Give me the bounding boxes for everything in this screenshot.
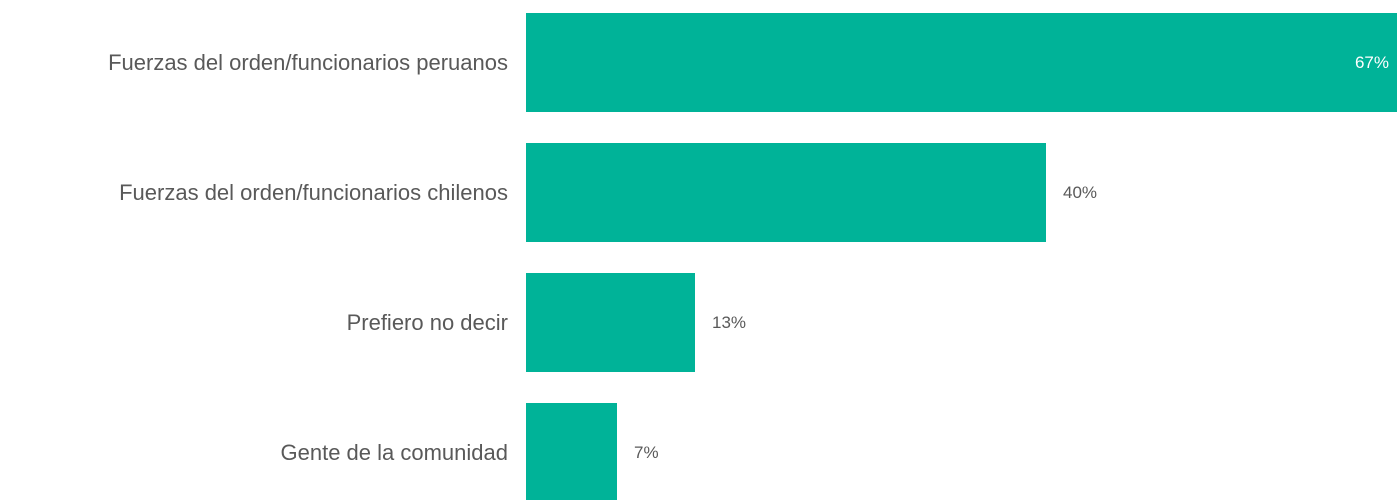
- value-label-2: 13%: [712, 313, 746, 332]
- value-label-0: 67%: [1355, 53, 1389, 72]
- value-label-1: 40%: [1063, 183, 1097, 202]
- value-label-3: 7%: [634, 443, 659, 462]
- bar-0: [526, 13, 1397, 112]
- category-label-0: Fuerzas del orden/funcionarios peruanos: [108, 50, 508, 75]
- bar-2: [526, 273, 695, 372]
- bar-3: [526, 403, 617, 500]
- category-label-2: Prefiero no decir: [347, 310, 508, 335]
- bar-1: [526, 143, 1046, 242]
- category-label-1: Fuerzas del orden/funcionarios chilenos: [119, 180, 508, 205]
- category-label-3: Gente de la comunidad: [281, 440, 509, 465]
